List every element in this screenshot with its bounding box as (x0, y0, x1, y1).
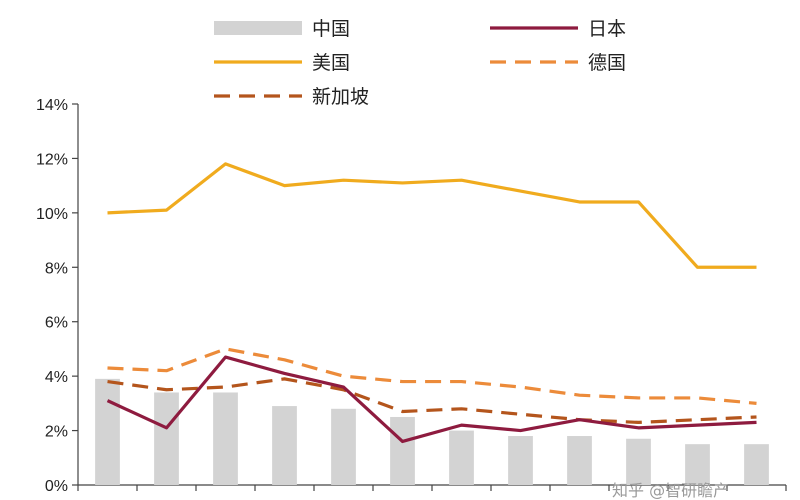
y-tick-label: 8% (45, 260, 68, 277)
bar-中国 (744, 444, 769, 485)
legend-swatch-中国 (214, 21, 302, 35)
y-tick-label: 14% (36, 97, 68, 114)
series-line-新加坡 (107, 377, 757, 425)
watermark: 知乎 @智研瞻产 (612, 481, 729, 500)
bar-中国 (213, 392, 238, 485)
y-tick-label: 4% (45, 369, 68, 386)
bar-中国 (567, 436, 592, 485)
series-line-日本 (106, 355, 757, 444)
bar-中国 (390, 416, 415, 485)
legend-label-新加坡: 新加坡 (312, 86, 369, 108)
y-tick-label: 6% (45, 315, 68, 332)
lines (106, 162, 757, 444)
legend-label-美国: 美国 (312, 52, 350, 74)
legend-label-中国: 中国 (312, 18, 350, 40)
series-line-美国 (107, 162, 757, 269)
axes: 0% 2% 4% 6% 8% 10% 12% 14% (36, 97, 787, 495)
y-tick-label: 0% (45, 478, 68, 495)
bars (95, 378, 769, 485)
y-tick-label: 12% (36, 151, 68, 168)
bar-中国 (154, 392, 179, 485)
series-line-德国 (107, 347, 757, 405)
bar-中国 (685, 444, 710, 485)
bar-中国 (626, 438, 651, 485)
bar-中国 (331, 408, 356, 485)
legend-label-德国: 德国 (588, 52, 626, 74)
y-tick-label: 10% (36, 206, 68, 223)
bar-中国 (508, 436, 533, 485)
bar-中国 (272, 406, 297, 485)
bar-中国 (449, 430, 474, 485)
bar-中国 (95, 378, 120, 485)
y-tick-label: 2% (45, 424, 68, 441)
legend-label-日本: 日本 (588, 18, 626, 40)
